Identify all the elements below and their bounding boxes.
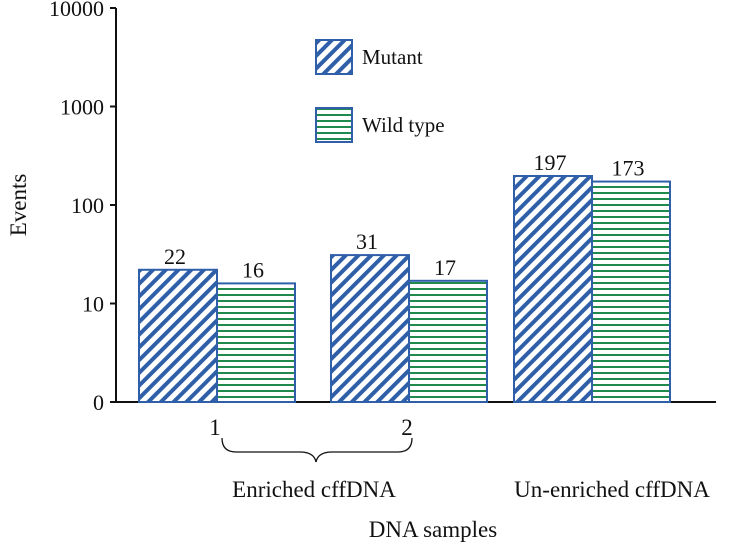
x-axis-title: DNA samples [369,517,497,542]
y-ticks: 0 10 100 1000 10000 [49,0,116,415]
bar-mutant [138,268,218,403]
bar-wild-type [591,180,671,403]
group-brace [221,437,413,463]
x-category-labels: 1 2 Un-enriched cffDNA [209,415,710,502]
bar-wild-type [216,282,296,404]
data-label: 17 [434,255,456,280]
bar-mutant [513,174,593,403]
data-label: 31 [356,229,378,254]
bar-wild-type [408,279,488,403]
y-tick-label: 10000 [49,0,104,21]
y-tick-label: 100 [71,193,104,218]
legend-swatch-wild-type [315,107,353,143]
legend-label-wild-type: Wild type [362,113,445,137]
x-category-label: 1 [209,415,221,440]
data-label: 197 [534,150,567,175]
data-label: 22 [164,244,186,269]
data-label: 16 [242,257,264,282]
y-tick-label: 10 [82,292,104,317]
y-tick-label: 0 [93,390,104,415]
data-label: 173 [612,156,645,181]
x-category-label: Un-enriched cffDNA [514,477,710,502]
x-category-label: 2 [401,415,413,440]
legend-label-mutant: Mutant [362,45,423,69]
group-label-enriched: Enriched cffDNA [232,477,396,502]
bar-mutant [330,254,410,403]
y-axis-title: Events [6,174,31,237]
bars [138,174,671,404]
y-tick-label: 1000 [60,95,104,120]
legend-swatch-mutant [315,39,353,75]
data-labels: 22 16 31 17 197 173 [164,150,645,282]
